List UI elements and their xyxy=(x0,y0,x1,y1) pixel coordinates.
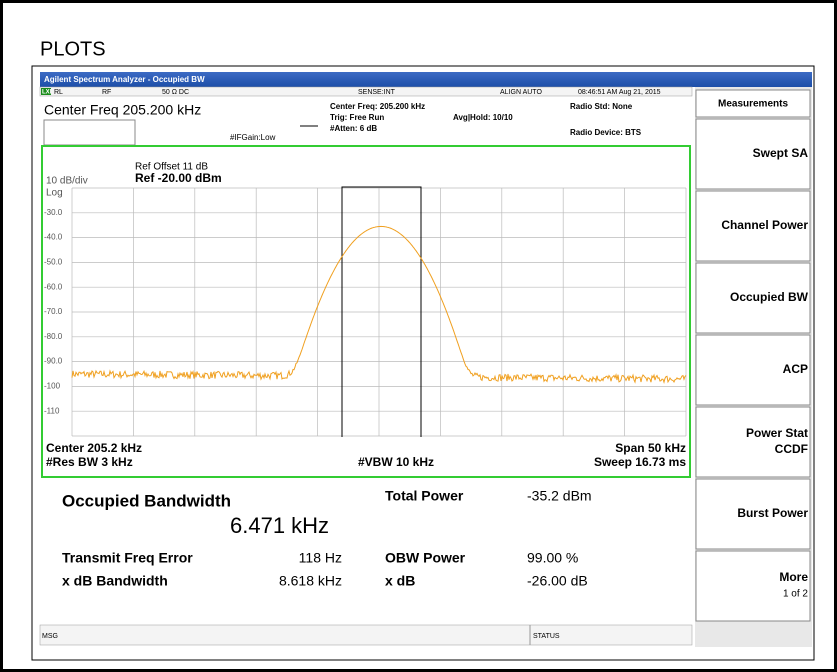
softkey[interactable]: Occupied BW xyxy=(695,262,811,334)
result-label: Total Power xyxy=(385,488,464,504)
softkey-button[interactable] xyxy=(695,334,811,406)
y-label: -100 xyxy=(44,382,61,391)
result-value: -26.00 dB xyxy=(527,573,588,589)
y-label: -110 xyxy=(44,406,60,415)
softkey-label[interactable]: 1 of 2 xyxy=(783,589,808,600)
y-label: -30.0 xyxy=(44,208,63,217)
vbw: #VBW 10 kHz xyxy=(358,455,434,469)
softkey-button[interactable] xyxy=(695,262,811,334)
lxi-badge xyxy=(41,88,51,95)
span: Span 50 kHz xyxy=(615,441,686,455)
obw-markers xyxy=(341,186,422,437)
frame xyxy=(31,65,815,661)
graph-box xyxy=(41,145,691,478)
softkey-label[interactable]: Channel Power xyxy=(721,218,808,232)
softkey-label[interactable]: Burst Power xyxy=(737,506,808,520)
trace xyxy=(71,225,687,384)
scale: 10 dB/div xyxy=(46,176,88,187)
softkey[interactable]: More 1 of 2 xyxy=(695,550,811,622)
entry-box xyxy=(43,119,136,146)
status-row xyxy=(39,86,693,97)
softkey-label[interactable]: Swept SA xyxy=(753,146,809,160)
y-label: -40.0 xyxy=(44,233,63,242)
y-label: -80.0 xyxy=(44,332,63,341)
result-label: x dB xyxy=(385,573,415,589)
status-time: 08:46:51 AM Aug 21, 2015 xyxy=(578,89,661,96)
sweep: Sweep 16.73 ms xyxy=(594,455,686,469)
center-freq: Center Freq: 205.200 kHz xyxy=(330,102,425,111)
footer-msg: MSG xyxy=(42,633,58,640)
res-bw: #Res BW 3 kHz xyxy=(46,455,133,469)
softkey-button[interactable] xyxy=(695,190,811,262)
softkey-label[interactable]: ACP xyxy=(783,362,808,376)
trig: Trig: Free Run xyxy=(330,113,384,122)
status-sense: SENSE:INT xyxy=(358,89,396,96)
softkey[interactable]: Burst Power xyxy=(695,478,811,550)
softkey[interactable]: Swept SA xyxy=(695,118,811,190)
status-rl: RL xyxy=(54,89,63,96)
scale-type: Log xyxy=(46,188,63,199)
lxi: LXI xyxy=(42,90,52,96)
ref-offset: Ref Offset 11 dB xyxy=(135,162,208,173)
softkey[interactable]: Channel Power xyxy=(695,190,811,262)
softkey-header-text: Measurements xyxy=(718,99,788,110)
result-label: Transmit Freq Error xyxy=(62,550,193,566)
softkey-button[interactable] xyxy=(695,550,811,622)
result-label: x dB Bandwidth xyxy=(62,573,168,589)
result-value: 99.00 % xyxy=(527,550,578,566)
y-label: -90.0 xyxy=(44,357,63,366)
radio-device: Radio Device: BTS xyxy=(570,128,642,137)
softkey-header xyxy=(695,89,811,118)
softkey[interactable]: ACP xyxy=(695,334,811,406)
result-value: 8.618 kHz xyxy=(279,573,342,589)
grid: -30.0 -40.0 -50.0 -60.0 -70.0 -80.0 -90.0 -100 -… xyxy=(44,187,687,437)
avg-hold: Avg|Hold: 10/10 xyxy=(453,113,513,122)
radio-std: Radio Std: None xyxy=(570,102,633,111)
atten: #Atten: 6 dB xyxy=(330,124,377,133)
status-rf: RF xyxy=(102,89,111,96)
y-label: -60.0 xyxy=(44,282,63,291)
result-label: OBW Power xyxy=(385,550,466,566)
softkey-label[interactable]: CCDF xyxy=(775,442,808,456)
center: Center 205.2 kHz xyxy=(46,441,142,455)
result-value: 118 Hz xyxy=(299,550,342,566)
ref-level: Ref -20.00 dBm xyxy=(135,171,222,185)
softkey-label[interactable]: Power Stat xyxy=(746,426,808,440)
center-freq-large: Center Freq 205.200 kHz xyxy=(44,102,201,118)
y-label: -50.0 xyxy=(44,258,63,267)
y-label: -70.0 xyxy=(44,307,63,316)
footer-bar xyxy=(39,624,693,646)
window-title: Agilent Spectrum Analyzer - Occupied BW xyxy=(44,75,205,84)
result-value: -35.2 dBm xyxy=(527,488,592,504)
heading: PLOTS xyxy=(40,38,106,60)
if-gain: #IFGain:Low xyxy=(230,133,276,142)
result-value: 6.471 kHz xyxy=(230,513,329,538)
softkey[interactable]: Power Stat CCDF xyxy=(695,406,811,478)
softkey-button[interactable] xyxy=(695,478,811,550)
softkey-button[interactable] xyxy=(695,118,811,190)
status-impedance: 50 Ω DC xyxy=(162,89,189,96)
status-align: ALIGN AUTO xyxy=(500,89,542,96)
footer-status: STATUS xyxy=(533,633,560,640)
softkey-button[interactable] xyxy=(695,406,811,478)
softkeys: Swept SA Channel Power Occupied BW ACP Power… xyxy=(695,118,811,622)
result-label: Occupied Bandwidth xyxy=(62,491,231,510)
softkey-label[interactable]: Occupied BW xyxy=(730,290,809,304)
title-bar xyxy=(40,72,812,87)
softkey-label[interactable]: More xyxy=(779,570,808,584)
